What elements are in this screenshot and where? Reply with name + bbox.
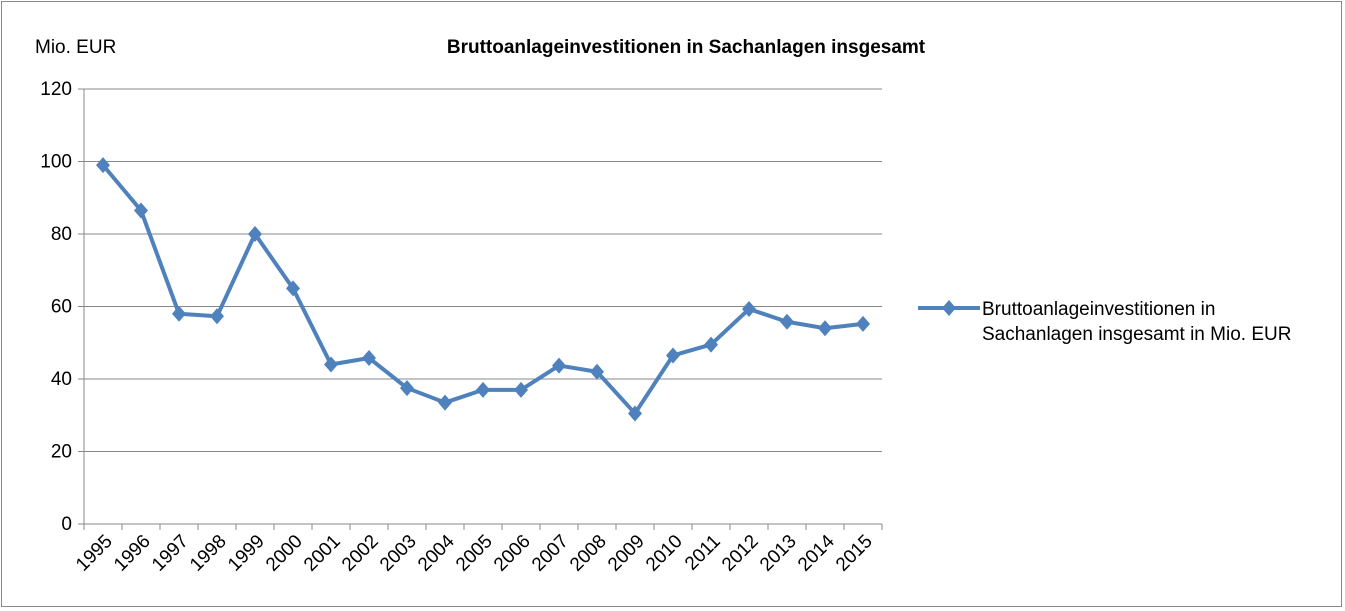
marker <box>172 305 186 322</box>
marker <box>704 336 718 353</box>
marker <box>590 363 604 380</box>
legend-label: Bruttoanlageinvestitionen in Sachanlagen… <box>982 299 1292 345</box>
marker <box>248 226 262 242</box>
y-tick-label: 20 <box>51 442 72 463</box>
marker <box>362 349 376 366</box>
y-tick-label: 100 <box>40 152 72 173</box>
y-tick-label: 40 <box>51 369 72 390</box>
marker <box>438 394 452 411</box>
marker <box>628 405 642 422</box>
marker <box>400 380 414 397</box>
y-axis-label: Mio. EUR <box>35 37 116 58</box>
marker <box>742 301 756 318</box>
y-tick-label: 60 <box>51 297 72 318</box>
marker <box>324 356 338 373</box>
marker <box>818 320 832 337</box>
marker <box>476 381 490 398</box>
marker <box>134 202 148 219</box>
marker <box>96 157 110 174</box>
marker <box>552 357 566 374</box>
marker <box>210 308 224 325</box>
chart-title: Bruttoanlageinvestitionen in Sachanlagen… <box>447 37 926 58</box>
y-tick-label: 0 <box>61 514 72 535</box>
y-tick-label: 120 <box>40 79 72 100</box>
y-tick-label: 80 <box>51 224 72 245</box>
marker <box>286 280 300 297</box>
marker <box>666 347 680 364</box>
legend-marker <box>942 300 956 316</box>
marker <box>856 315 870 332</box>
marker <box>514 381 528 398</box>
marker <box>780 313 794 330</box>
